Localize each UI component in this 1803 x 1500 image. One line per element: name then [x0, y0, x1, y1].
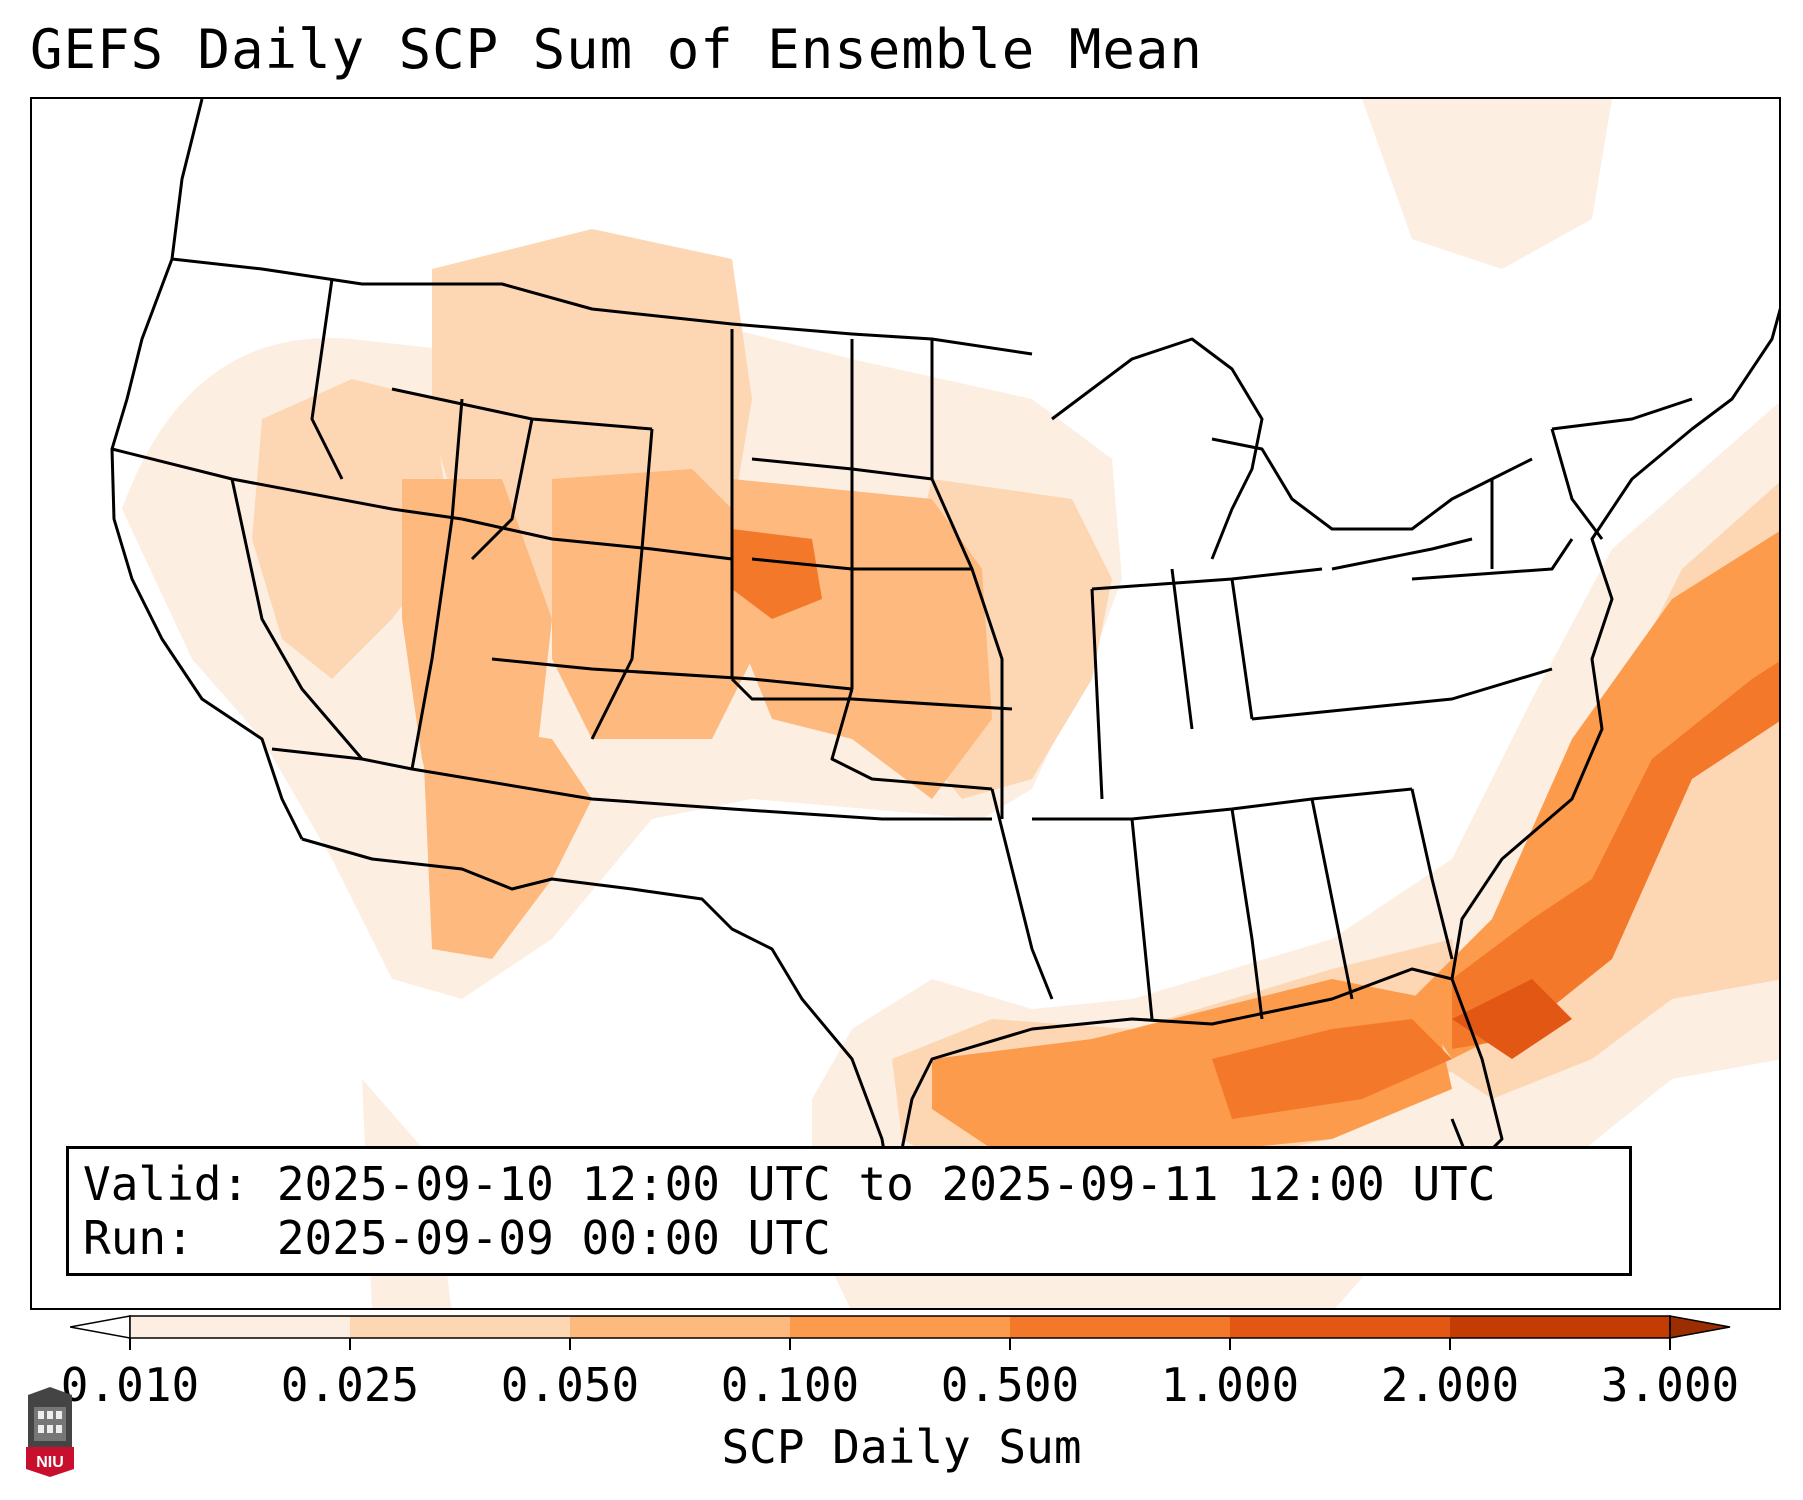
- colorbar-tick-label: 1.000: [1160, 1358, 1300, 1412]
- niu-logo-icon: NIU: [26, 1387, 74, 1477]
- colorbar-segment: [1010, 1316, 1231, 1338]
- colorbar-segment: [790, 1316, 1011, 1338]
- colorbar-extend-min: [70, 1315, 131, 1339]
- map-panel: [30, 97, 1781, 1310]
- colorbar-tick-label: 0.500: [940, 1358, 1080, 1412]
- colorbar: [70, 1315, 1731, 1350]
- colorbar-segment: [130, 1316, 351, 1338]
- colorbar-tick-label: 3.000: [1600, 1358, 1740, 1412]
- colorbar-tick-label: 0.010: [60, 1358, 200, 1412]
- colorbar-tick-label: 0.100: [720, 1358, 860, 1412]
- colorbar-segment: [570, 1316, 791, 1338]
- map-boundaries: [110, 99, 1779, 1200]
- valid-time-text: Valid: 2025-09-10 12:00 UTC to 2025-09-1…: [83, 1157, 1496, 1211]
- colorbar-tick-label: 0.050: [500, 1358, 640, 1412]
- colorbar-segments: [70, 1315, 1731, 1339]
- run-time-text: Run: 2025-09-09 00:00 UTC: [83, 1211, 831, 1265]
- colorbar-outline: [129, 1315, 1671, 1339]
- scp-shading: [122, 99, 1779, 1308]
- colorbar-extend-max: [1669, 1315, 1731, 1339]
- colorbar-segment: [1450, 1316, 1671, 1338]
- svg-text:NIU: NIU: [36, 1454, 64, 1471]
- colorbar-ticks: [129, 1338, 1671, 1350]
- map-title: GEFS Daily SCP Sum of Ensemble Mean: [30, 18, 1203, 81]
- colorbar-segment: [350, 1316, 571, 1338]
- scp-map: [110, 99, 1779, 1308]
- colorbar-tick-label: 0.025: [280, 1358, 420, 1412]
- colorbar-segment: [1230, 1316, 1451, 1338]
- valid-run-info-box: Valid: 2025-09-10 12:00 UTC to 2025-09-1…: [66, 1146, 1632, 1276]
- colorbar-tick-label: 2.000: [1380, 1358, 1520, 1412]
- colorbar-label: SCP Daily Sum: [721, 1420, 1082, 1474]
